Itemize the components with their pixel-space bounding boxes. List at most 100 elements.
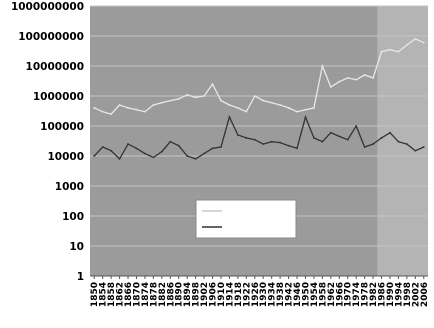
x-tick-label: 1914 xyxy=(225,282,235,307)
data-point xyxy=(355,125,358,127)
data-point xyxy=(203,152,205,155)
legend xyxy=(195,199,297,239)
data-point xyxy=(144,110,146,113)
x-tick-label: 1978 xyxy=(361,282,371,307)
data-point xyxy=(296,147,298,150)
x-tick-label: 1986 xyxy=(378,282,388,307)
data-point xyxy=(270,101,273,104)
x-tick-label: 2006 xyxy=(420,282,430,307)
x-tick-label: 1974 xyxy=(352,282,362,307)
data-point xyxy=(380,50,383,53)
x-tick-label: 1990 xyxy=(386,282,396,307)
data-point xyxy=(245,137,248,139)
data-point xyxy=(329,86,332,88)
data-point xyxy=(110,113,113,115)
data-point xyxy=(355,78,358,81)
x-tick-label: 1886 xyxy=(166,282,176,307)
data-point xyxy=(405,143,408,145)
y-tick-label: 10000000 xyxy=(26,61,84,73)
data-point xyxy=(118,158,121,160)
data-point xyxy=(177,98,180,100)
data-point xyxy=(363,74,366,76)
x-tick-label: 1930 xyxy=(259,282,269,307)
data-point xyxy=(220,146,222,148)
data-point xyxy=(313,107,315,109)
data-point xyxy=(93,107,96,109)
x-tick-label: 1998 xyxy=(403,282,413,307)
x-tick-label: 1922 xyxy=(242,282,252,307)
data-point xyxy=(186,155,189,157)
shaded-band xyxy=(377,6,428,276)
data-point xyxy=(211,147,214,150)
x-tick-label: 1926 xyxy=(251,282,261,307)
data-point xyxy=(313,137,315,139)
data-point xyxy=(220,99,222,102)
data-point xyxy=(414,149,417,152)
series-line xyxy=(93,114,425,160)
data-point xyxy=(346,77,349,79)
data-point xyxy=(101,110,104,113)
data-point xyxy=(228,116,231,118)
data-point xyxy=(186,93,189,96)
data-point xyxy=(253,138,256,141)
data-point xyxy=(321,65,324,67)
data-point xyxy=(389,48,391,51)
data-point xyxy=(194,96,197,99)
x-tick-label: 1894 xyxy=(183,282,193,307)
x-tick-label: 1906 xyxy=(209,282,219,307)
data-point xyxy=(253,95,256,97)
x-tick-label: 1854 xyxy=(99,282,109,307)
data-point xyxy=(279,104,282,106)
data-point xyxy=(203,95,205,97)
data-point xyxy=(152,156,155,159)
data-point xyxy=(372,77,374,79)
y-tick-label: 1000000 xyxy=(33,91,84,103)
x-tick-label: 1962 xyxy=(327,282,337,307)
data-point xyxy=(287,107,290,109)
y-tick-label: 100000 xyxy=(40,121,84,133)
data-point xyxy=(363,146,366,148)
x-axis: 1850185418581862186618701874187818821886… xyxy=(90,275,430,307)
x-tick-label: 1954 xyxy=(310,282,320,307)
data-point xyxy=(304,116,307,118)
x-tick-label: 2002 xyxy=(411,282,421,307)
x-tick-label: 1862 xyxy=(116,282,126,307)
data-point xyxy=(135,108,138,111)
x-tick-label: 1902 xyxy=(200,282,210,307)
y-tick-label: 100 xyxy=(62,211,84,223)
data-point xyxy=(338,135,341,138)
data-point xyxy=(160,150,163,153)
x-tick-label: 1994 xyxy=(394,282,404,307)
x-tick-label: 1858 xyxy=(107,282,117,307)
data-point xyxy=(321,140,324,143)
x-tick-label: 1950 xyxy=(301,282,311,307)
data-point xyxy=(93,155,96,157)
data-point xyxy=(270,140,273,143)
x-tick-label: 1946 xyxy=(293,282,303,307)
data-point xyxy=(236,107,239,109)
x-tick-label: 1870 xyxy=(132,282,142,307)
data-point xyxy=(389,131,391,134)
data-point xyxy=(338,80,341,83)
data-point xyxy=(194,158,197,160)
data-point xyxy=(380,137,383,139)
x-tick-label: 1970 xyxy=(344,282,354,307)
data-point xyxy=(169,140,172,143)
y-tick-label: 10 xyxy=(69,241,84,253)
data-point xyxy=(177,144,180,147)
y-tick-label: 10000 xyxy=(47,151,84,163)
data-point xyxy=(101,146,104,148)
x-tick-label: 1878 xyxy=(149,282,159,307)
x-tick-label: 1850 xyxy=(90,282,100,307)
data-point xyxy=(118,104,121,106)
x-tick-label: 1910 xyxy=(217,282,227,307)
data-point xyxy=(422,146,425,148)
data-point xyxy=(422,41,425,44)
data-point xyxy=(135,147,138,150)
data-point xyxy=(304,108,307,111)
x-tick-label: 1918 xyxy=(234,282,244,307)
y-tick-label: 1000 xyxy=(55,181,84,193)
data-point xyxy=(279,141,282,144)
